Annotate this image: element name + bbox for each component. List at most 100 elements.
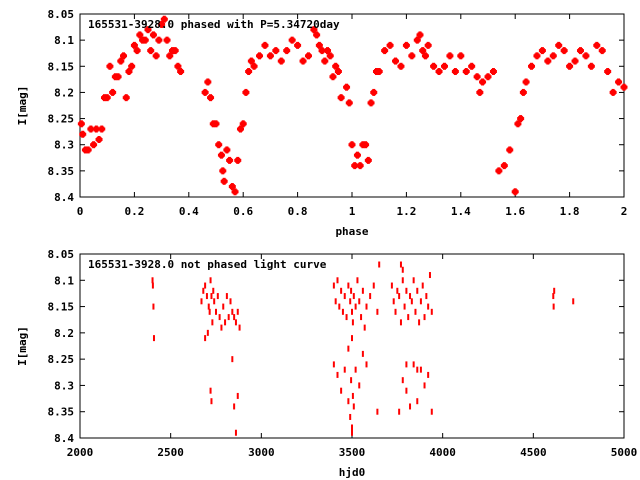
data-point bbox=[427, 303, 430, 310]
data-point bbox=[555, 41, 563, 49]
data-point bbox=[378, 261, 381, 268]
data-point bbox=[90, 141, 98, 149]
data-point bbox=[220, 177, 228, 185]
data-point bbox=[421, 282, 424, 289]
data-point bbox=[412, 277, 415, 284]
data-point bbox=[239, 120, 247, 128]
data-point bbox=[397, 62, 405, 70]
data-point bbox=[294, 41, 302, 49]
data-point bbox=[553, 287, 556, 294]
data-point bbox=[158, 20, 166, 28]
data-point bbox=[381, 47, 389, 55]
unphased-data-points bbox=[151, 261, 575, 436]
data-point bbox=[234, 156, 242, 164]
x-tick-label: 0.8 bbox=[288, 205, 308, 218]
data-point bbox=[352, 293, 355, 300]
data-point bbox=[598, 47, 606, 55]
data-point bbox=[390, 282, 393, 289]
data-point bbox=[174, 62, 182, 70]
data-point bbox=[130, 41, 138, 49]
x-tick-label: 3500 bbox=[339, 446, 366, 459]
y-tick-label: 8.35 bbox=[48, 406, 75, 419]
y-tick-label: 8.05 bbox=[48, 8, 75, 21]
data-point bbox=[313, 31, 321, 39]
data-point bbox=[356, 277, 359, 284]
data-point bbox=[402, 41, 410, 49]
data-point bbox=[353, 151, 361, 159]
data-point bbox=[358, 382, 361, 389]
data-point bbox=[224, 319, 227, 326]
data-point bbox=[354, 366, 357, 373]
data-point bbox=[576, 47, 584, 55]
unphased-y-axis-label: I[mag] bbox=[16, 326, 29, 366]
data-point bbox=[593, 41, 601, 49]
data-point bbox=[318, 47, 326, 55]
data-point bbox=[403, 303, 406, 310]
data-point bbox=[95, 135, 103, 143]
data-point bbox=[462, 68, 470, 76]
phased-chart-title: 165531-3928.0 phased with P=5.34720day bbox=[88, 18, 340, 31]
data-point bbox=[204, 335, 207, 342]
data-point bbox=[519, 88, 527, 96]
data-point bbox=[369, 293, 372, 300]
data-point bbox=[207, 94, 215, 102]
data-point bbox=[401, 377, 404, 384]
data-point bbox=[218, 314, 221, 321]
data-point bbox=[234, 429, 237, 436]
data-point bbox=[109, 88, 117, 96]
unphased-chart-title: 165531-3928.0 not phased light curve bbox=[88, 258, 327, 271]
data-point bbox=[566, 62, 574, 70]
data-point bbox=[227, 314, 230, 321]
data-point bbox=[228, 183, 236, 191]
y-tick-label: 8.4 bbox=[54, 191, 74, 204]
data-point bbox=[103, 94, 111, 102]
data-point bbox=[236, 308, 239, 315]
data-point bbox=[152, 335, 155, 342]
data-point bbox=[528, 62, 536, 70]
data-point bbox=[223, 146, 231, 154]
data-point bbox=[533, 52, 541, 60]
data-point bbox=[332, 361, 335, 368]
data-point bbox=[430, 62, 438, 70]
unphased-light-curve-chart: 2000 2500 3000 3500 4000 4500 5000 8.05 8.1 8.15 8… bbox=[16, 248, 637, 479]
data-point bbox=[345, 314, 348, 321]
unphased-x-axis-label: hjd0 bbox=[339, 466, 366, 479]
data-point bbox=[365, 303, 368, 310]
data-point bbox=[413, 36, 421, 44]
data-point bbox=[160, 15, 168, 23]
unphased-plot-frame bbox=[79, 253, 625, 439]
data-point bbox=[332, 62, 340, 70]
x-tick-label: 0.2 bbox=[124, 205, 144, 218]
data-point bbox=[468, 62, 476, 70]
data-point bbox=[419, 298, 422, 305]
data-point bbox=[405, 387, 408, 394]
data-point bbox=[233, 314, 236, 321]
data-point bbox=[332, 282, 335, 289]
data-point bbox=[202, 287, 205, 294]
y-tick-label: 8.4 bbox=[54, 432, 74, 445]
x-tick-label: 1.4 bbox=[451, 205, 471, 218]
data-point bbox=[358, 298, 361, 305]
y-tick-label: 8.15 bbox=[48, 301, 75, 314]
data-point bbox=[615, 78, 623, 86]
phased-y-axis-label: I[mag] bbox=[16, 86, 29, 126]
x-tick-label: 1.2 bbox=[396, 205, 416, 218]
data-point bbox=[245, 68, 253, 76]
data-point bbox=[205, 293, 208, 300]
data-point bbox=[446, 52, 454, 60]
data-point bbox=[517, 115, 525, 123]
data-point bbox=[511, 188, 519, 196]
data-point bbox=[430, 408, 433, 415]
data-point bbox=[84, 146, 92, 154]
data-point bbox=[283, 47, 291, 55]
data-point bbox=[337, 94, 345, 102]
data-point bbox=[336, 277, 339, 284]
data-point bbox=[220, 324, 223, 331]
data-point bbox=[361, 287, 364, 294]
data-point bbox=[77, 120, 85, 128]
y-tick-label: 8.25 bbox=[48, 113, 75, 126]
data-point bbox=[210, 398, 213, 405]
data-point bbox=[92, 125, 100, 133]
data-point bbox=[225, 293, 228, 300]
data-point bbox=[210, 293, 213, 300]
